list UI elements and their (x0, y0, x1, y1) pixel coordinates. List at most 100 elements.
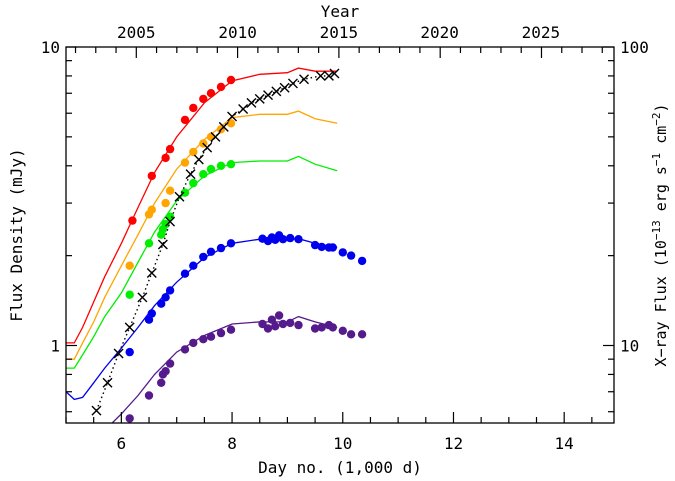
series-4-model-line (111, 315, 338, 423)
series-4-point (180, 345, 190, 354)
series-4-point (294, 320, 303, 330)
series-4-point (189, 338, 198, 348)
series-0-point (165, 144, 175, 154)
series-4-point (271, 322, 280, 331)
series-4-point (165, 359, 175, 368)
xray-point (227, 111, 238, 122)
x-tick-label: 6 (117, 434, 127, 453)
series-2-point (161, 219, 170, 229)
series-1-point (189, 147, 198, 157)
series-0-point (147, 171, 156, 181)
series-3-point (338, 248, 347, 257)
series-3-point (286, 233, 295, 243)
xray-point (174, 191, 185, 202)
xray-point (271, 86, 282, 97)
series-3-point (346, 251, 356, 260)
series-2-point (189, 178, 198, 188)
xray-point (137, 292, 148, 303)
series-2-point (216, 161, 226, 170)
series-3-point (125, 347, 134, 357)
top-tick-label: 2020 (420, 23, 459, 42)
xray-point (91, 405, 102, 416)
series-2-point (125, 290, 134, 299)
xray-point (299, 74, 310, 85)
right-axis-label: X−ray Flux (10−13 erg s−1 cm−2) (650, 103, 671, 366)
xray-point (246, 97, 257, 108)
xray-point (315, 70, 326, 81)
top-axis-label: Year (321, 2, 360, 21)
xray-point (193, 154, 204, 165)
series-3-point (317, 242, 326, 252)
series-3-point (157, 299, 166, 308)
series-layer (66, 67, 367, 423)
right-y-tick-label: 100 (620, 38, 649, 57)
series-3-point (294, 235, 303, 244)
xray-point (254, 93, 265, 104)
xray-layer (91, 68, 340, 416)
x-tick-label: 8 (227, 434, 237, 453)
axes-layer: 6 8 10 12 14 2005 2010 2015 2020 2025 1 10 10 100 (41, 23, 649, 453)
xray-point (165, 216, 176, 227)
series-2-point (180, 188, 190, 197)
series-2-model-line (66, 155, 338, 369)
series-0-point (189, 103, 198, 113)
x-tick-label: 14 (555, 434, 574, 453)
xray-point (238, 103, 249, 114)
y-axis-label: Flux Density (mJy) (7, 148, 26, 321)
series-0-point (180, 115, 190, 125)
series-0-point (226, 75, 236, 85)
series-2-point (144, 239, 154, 248)
x-tick-label: 12 (444, 434, 463, 453)
x-tick-label: 10 (333, 434, 352, 453)
series-3-point (206, 247, 216, 256)
series-4-point (278, 319, 288, 329)
series-0-point (206, 89, 216, 98)
plot-frame (65, 46, 615, 424)
series-4-point (125, 414, 134, 423)
series-4-point (328, 323, 337, 332)
series-4-point (286, 318, 295, 328)
series-3-point (216, 243, 226, 253)
series-4-point (310, 324, 320, 333)
xray-point (146, 267, 157, 278)
xray-point (323, 70, 334, 81)
xray-point (202, 142, 213, 153)
series-4-point (157, 378, 166, 387)
series-4-point (161, 367, 170, 376)
top-tick-label: 2005 (117, 23, 156, 42)
series-1-point (161, 198, 170, 208)
series-3-point (278, 235, 288, 244)
series-1-model-line (66, 110, 338, 360)
xray-point (124, 322, 135, 333)
xray-point (210, 131, 221, 142)
series-4-point (274, 311, 284, 320)
series-3-point (147, 309, 156, 318)
series-4-point (206, 332, 216, 341)
series-4-point (263, 324, 273, 333)
top-tick-label: 2010 (218, 23, 257, 42)
xray-point (279, 82, 290, 93)
series-3-point (161, 293, 170, 302)
series-0-point (216, 82, 226, 92)
series-2-point (206, 164, 216, 174)
xray-point (287, 78, 298, 89)
top-tick-label: 2025 (522, 23, 561, 42)
series-2-point (226, 160, 236, 169)
series-2-point (199, 170, 208, 179)
xray-point (218, 121, 229, 132)
series-0-point (199, 94, 208, 104)
series-0-point (161, 153, 170, 163)
series-1-point (125, 261, 134, 270)
series-4-point (357, 330, 367, 339)
series-4-point (226, 325, 236, 334)
series-3-point (180, 269, 190, 278)
series-3-point (357, 256, 367, 266)
series-4-point (317, 323, 326, 332)
series-1-point (180, 158, 190, 167)
series-1-point (165, 186, 175, 195)
xray-point (263, 90, 274, 101)
series-3-point (165, 286, 175, 295)
series-3-point (199, 252, 208, 262)
